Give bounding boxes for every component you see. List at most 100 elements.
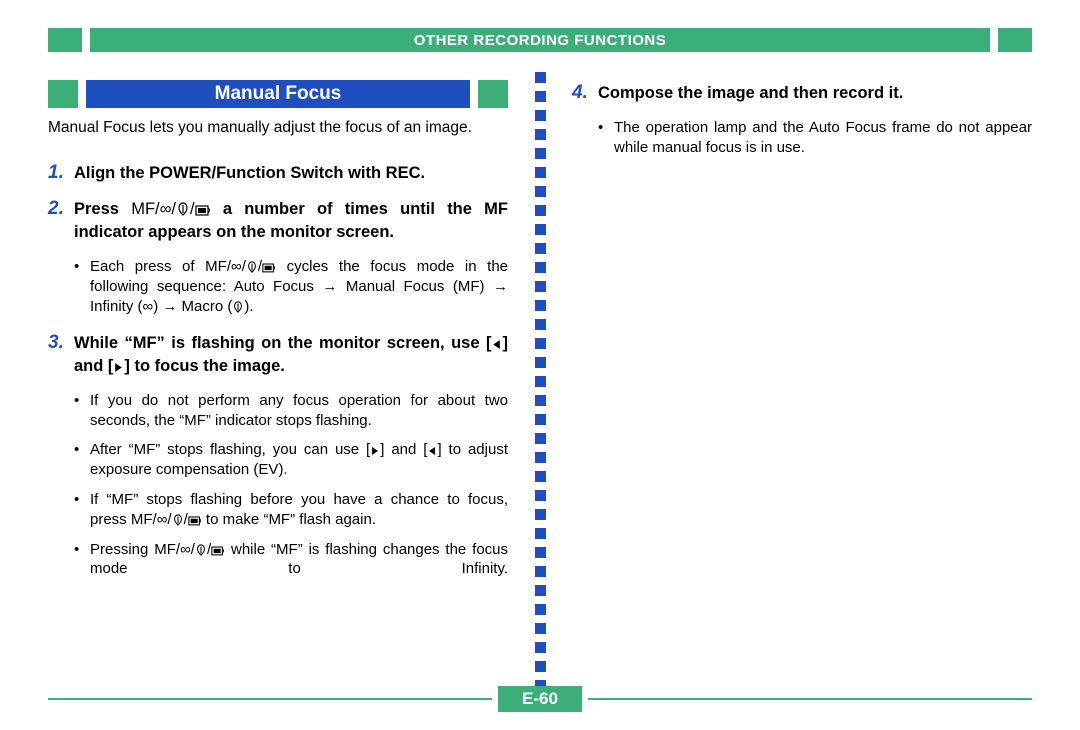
s3b4b: while “ (225, 541, 276, 558)
divider-square (535, 547, 546, 558)
divider-square (535, 262, 546, 273)
s3b3d: ” flash again. (290, 511, 376, 528)
macro-icon (246, 261, 258, 273)
column-divider (534, 72, 546, 699)
mf-glyph: MF (131, 511, 153, 528)
mf-glyph: MF (184, 412, 206, 429)
header-accent-right (998, 28, 1032, 52)
divider-square (535, 319, 546, 330)
divider-square (535, 243, 546, 254)
step-3-bullet-4: Pressing MF/∞// while “MF” is flashing c… (74, 540, 508, 580)
right-triangle-icon (113, 362, 124, 373)
page-number-box: E-60 (498, 686, 582, 712)
section-title-bar: Manual Focus (48, 80, 508, 108)
divider-square (535, 509, 546, 520)
selftimer-icon (188, 515, 202, 526)
divider-square (535, 357, 546, 368)
macro-icon (172, 514, 184, 526)
arrow-icon: → (162, 298, 177, 315)
divider-square (535, 72, 546, 83)
step-3-text: While “MF” is flashing on the monitor sc… (74, 332, 508, 377)
section-title: Manual Focus (215, 83, 342, 105)
mf-glyph: MF (112, 491, 134, 508)
s3b1b: ” indicator stops flashing. (206, 412, 372, 429)
s3b2a: After “ (90, 441, 134, 458)
divider-square (535, 604, 546, 615)
infinity-glyph: ∞ (143, 298, 154, 315)
divider-square (535, 148, 546, 159)
step-3: 3. While “MF” is flashing on the monitor… (48, 332, 508, 377)
mf-glyph: MF (133, 334, 157, 352)
left-triangle-icon (427, 446, 437, 456)
header-title-box: OTHER RECORDING FUNCTIONS (90, 28, 990, 52)
mf-glyph: MF (205, 258, 227, 275)
macro-icon (232, 301, 244, 313)
selftimer-icon (195, 204, 211, 216)
step-2-text: Press MF/∞// a number of times until the… (74, 198, 508, 243)
divider-square (535, 205, 546, 216)
divider-square (535, 661, 546, 672)
step-4-text: Compose the image and then record it. (598, 82, 1032, 104)
divider-square (535, 110, 546, 121)
mode-button-glyph: MF/∞// (131, 511, 202, 528)
mf-glyph: MF (276, 541, 298, 558)
divider-square (535, 566, 546, 577)
divider-square (535, 490, 546, 501)
right-column: 4. Compose the image and then record it.… (572, 80, 1032, 595)
divider-square (535, 129, 546, 140)
divider-square (535, 623, 546, 634)
header-bar: OTHER RECORDING FUNCTIONS (48, 28, 1032, 52)
mf-glyph: MF (268, 511, 290, 528)
divider-square (535, 300, 546, 311)
divider-square (535, 395, 546, 406)
divider-square (535, 376, 546, 387)
s3-post: ] to focus the image. (124, 357, 284, 375)
divider-square (535, 414, 546, 425)
arrow-icon: → (322, 278, 337, 295)
s2b1-pre: Each press of (90, 258, 205, 275)
s3b2c: ] and [ (380, 441, 427, 458)
right-triangle-icon (370, 446, 380, 456)
divider-square (535, 281, 546, 292)
divider-square (535, 452, 546, 463)
selftimer-icon (262, 262, 276, 273)
mode-button-glyph: MF/∞// (205, 258, 276, 275)
s2b1-mf2: ) (480, 278, 493, 295)
s2b1-inf2: ) (153, 298, 162, 315)
divider-square (535, 642, 546, 653)
step-4-bullet-1: The operation lamp and the Auto Focus fr… (598, 118, 1032, 158)
step-4-bullets: The operation lamp and the Auto Focus fr… (572, 118, 1032, 158)
infinity-glyph: ∞ (157, 511, 168, 528)
arrow-icon: → (493, 278, 508, 295)
step-1: 1. Align the POWER/Function Switch with … (48, 162, 508, 184)
step-3-number: 3. (48, 332, 74, 377)
macro-icon (195, 544, 207, 556)
mode-button-glyph: MF/∞// (154, 541, 225, 558)
divider-square (535, 338, 546, 349)
step-2: 2. Press MF/∞// a number of times until … (48, 198, 508, 243)
mode-button-glyph: MF/∞// (131, 200, 210, 218)
infinity-glyph: ∞ (180, 541, 191, 558)
s3b2b: ” stops flashing, you can use [ (155, 441, 370, 458)
step-2-pre: Press (74, 200, 131, 218)
step-2-bullets: Each press of MF/∞// cycles the focus mo… (48, 257, 508, 316)
left-triangle-icon (491, 339, 502, 350)
divider-square (535, 528, 546, 539)
left-column: Manual Focus Manual Focus lets you manua… (48, 80, 508, 595)
selftimer-icon (211, 545, 225, 556)
macro-icon (176, 202, 190, 216)
intro-text: Manual Focus lets you manually adjust th… (48, 118, 508, 138)
section-accent-right (478, 80, 508, 108)
s3b4a: Pressing (90, 541, 154, 558)
section-accent-left (48, 80, 78, 108)
divider-square (535, 186, 546, 197)
footer-line-right (588, 698, 1032, 700)
step-4-number: 4. (572, 82, 598, 104)
s2b1-mac: Macro ( (177, 298, 232, 315)
mf-glyph: MF (154, 541, 176, 558)
s2b1-end: ). (244, 298, 253, 315)
mf-glyph: MF (131, 200, 155, 218)
header-title: OTHER RECORDING FUNCTIONS (414, 32, 667, 49)
step-1-text: Align the POWER/Function Switch with REC… (74, 162, 508, 184)
infinity-glyph: ∞ (160, 200, 172, 218)
